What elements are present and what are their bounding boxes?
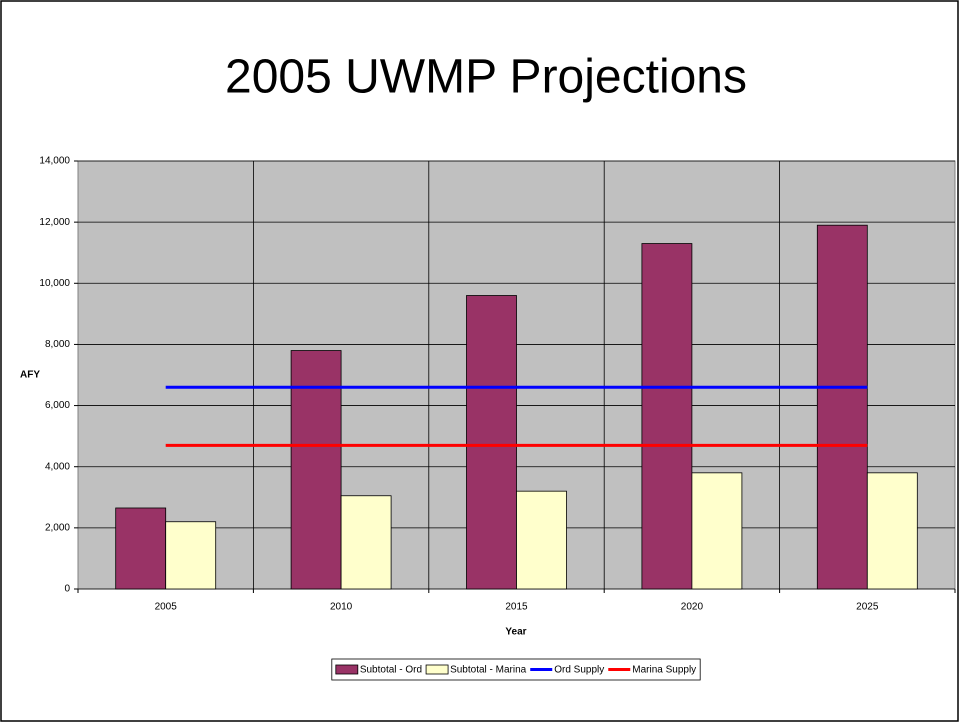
bar <box>816 224 868 590</box>
bar <box>165 521 217 590</box>
bar <box>290 350 342 590</box>
bar <box>516 490 567 590</box>
x-tick-label: 2015 <box>505 602 528 613</box>
x-tick-label: 2010 <box>330 602 353 613</box>
legend <box>331 658 701 681</box>
bar <box>641 243 693 590</box>
legend-label: Ord Supply <box>554 665 604 676</box>
x-axis-label: Year <box>505 627 526 638</box>
bar <box>866 472 918 590</box>
y-tick-label: 0 <box>64 584 70 595</box>
y-tick-label: 10,000 <box>39 278 70 289</box>
bar <box>466 295 517 590</box>
y-tick-label: 14,000 <box>39 156 70 167</box>
legend-swatch <box>425 664 449 675</box>
y-tick-label: 2,000 <box>45 522 70 533</box>
legend-label: Subtotal - Ord <box>360 665 422 676</box>
x-tick-label: 2020 <box>681 602 704 613</box>
chart-title: 2005 UWMP Projections <box>225 51 747 104</box>
y-tick-label: 12,000 <box>39 217 70 228</box>
bar <box>691 472 743 590</box>
legend-label: Marina Supply <box>632 665 696 676</box>
y-tick-label: 4,000 <box>45 461 70 472</box>
bar <box>340 495 392 590</box>
bar <box>115 507 167 590</box>
y-tick-label: 8,000 <box>45 339 70 350</box>
y-axis-label: AFY <box>20 370 40 381</box>
x-tick-label: 2005 <box>155 602 178 613</box>
legend-swatch <box>335 664 359 675</box>
legend-label: Subtotal - Marina <box>450 665 527 676</box>
y-tick-label: 6,000 <box>45 400 70 411</box>
x-tick-label: 2025 <box>856 602 879 613</box>
